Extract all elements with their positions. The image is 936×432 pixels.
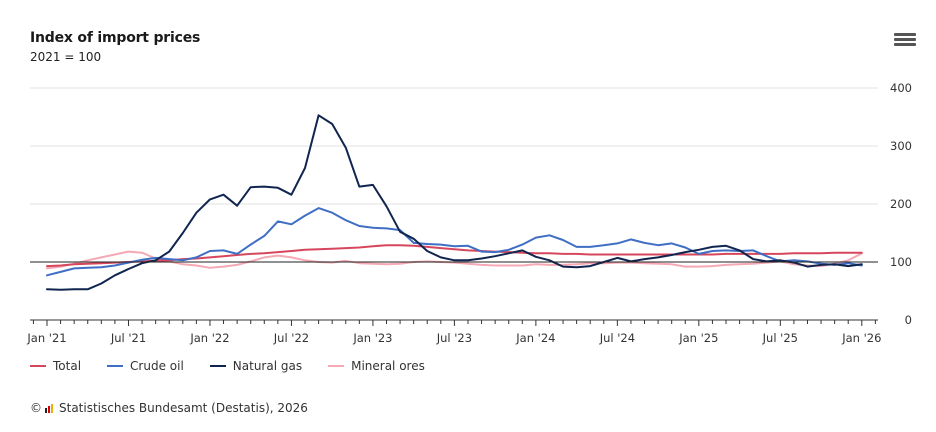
series-line-total [46,244,863,268]
legend-label: Natural gas [232,359,303,373]
y-tick-label: 100 [890,255,912,269]
y-tick-label: 0 [905,313,912,327]
menu-bar [894,38,916,41]
copyright-icon: © [30,401,42,415]
legend-swatch [209,365,226,367]
x-tick-label: Jan '22 [189,331,229,345]
y-tick-label: 300 [890,139,912,153]
x-tick-label: Jan '23 [352,331,392,345]
y-tick-label: 200 [890,197,912,211]
legend-label: Mineral ores [351,359,425,373]
series-line-mineral-ores [46,250,863,270]
x-tick-label: Jul '24 [599,331,635,345]
x-tick-label: Jan '24 [515,331,555,345]
legend-item-mineral-ores[interactable]: Mineral ores [328,359,425,373]
series-line-crude-oil [46,207,863,277]
legend-swatch [30,365,46,367]
legend-item-crude-oil[interactable]: Crude oil [107,359,184,373]
hamburger-menu-icon[interactable] [894,33,916,51]
legend-swatch [328,365,345,367]
menu-bar [894,43,916,46]
x-tick-label: Jan '26 [841,331,881,345]
x-tick-label: Jan '21 [26,331,66,345]
x-tick-label: Jul '22 [273,331,309,345]
source-text: Statistisches Bundesamt (Destatis), 2026 [59,401,308,415]
legend-label: Crude oil [130,359,184,373]
x-tick-label: Jul '21 [110,331,146,345]
destatis-logo-icon [45,403,53,413]
chart-title: Index of import prices [30,30,201,46]
y-tick-label: 400 [890,81,912,95]
chart-legend: Total Crude oil Natural gas Mineral ores [30,359,425,373]
x-tick-label: Jul '25 [762,331,798,345]
legend-item-total[interactable]: Total [30,359,81,373]
legend-swatch [107,365,124,367]
x-tick-label: Jul '23 [436,331,472,345]
x-tick-label: Jan '25 [678,331,718,345]
legend-label: Total [53,359,82,373]
legend-item-natural-gas[interactable]: Natural gas [209,359,303,373]
chart-subtitle: 2021 = 100 [30,50,102,64]
menu-bar [894,33,916,36]
source-credit: © Statistisches Bundesamt (Destatis), 20… [30,401,308,415]
series-line-natural-gas [46,114,863,291]
